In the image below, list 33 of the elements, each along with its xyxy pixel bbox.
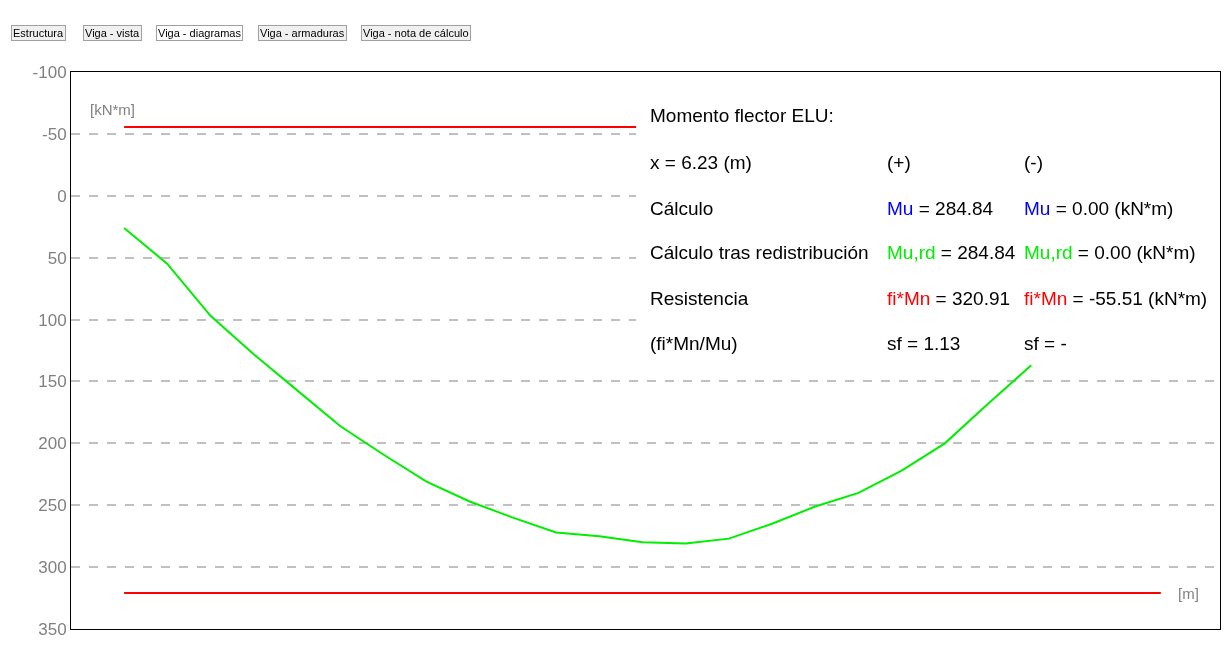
x-axis-title: [m] — [1178, 585, 1199, 602]
annotation: sf = 1.13 — [887, 333, 961, 354]
text: Viga - vista — [85, 27, 141, 39]
y-tick-label: 0 — [57, 186, 67, 206]
annotation: Cálculo — [650, 198, 714, 219]
text: Viga - nota de cálculo — [363, 27, 469, 39]
y-tick-label: 100 — [38, 310, 67, 330]
annotation: Mu,rd = 284.84 — [887, 242, 1016, 263]
annotation: fi*Mn = -55.51 (kN*m) — [1024, 288, 1208, 309]
annotation: Resistencia — [650, 288, 749, 309]
y-tick-label: 250 — [38, 496, 67, 516]
annotation: x = 6.23 (m) — [650, 152, 752, 173]
y-tick-label: 50 — [47, 248, 67, 268]
annotation: Mu,rd = 0.00 (kN*m) — [1024, 242, 1196, 263]
y-tick-label: -100 — [32, 62, 67, 82]
annotation: (+) — [887, 152, 911, 173]
annotation: Momento flector ELU: — [650, 105, 834, 126]
annotation: Cálculo tras redistribución — [650, 242, 869, 263]
y-tick-label: 350 — [38, 619, 67, 639]
y-tick-label: 150 — [38, 372, 67, 392]
annotation: Mu = 284.84 — [887, 198, 994, 219]
annotation: sf = - — [1024, 333, 1067, 354]
y-tick-label: 300 — [38, 558, 67, 578]
annotation: fi*Mn = 320.91 — [887, 288, 1011, 309]
text: Viga - diagramas — [158, 27, 242, 39]
annotation: Mu = 0.00 (kN*m) — [1024, 198, 1174, 219]
y-tick-label: 200 — [38, 434, 67, 454]
text: Estructura — [13, 27, 65, 39]
y-axis-title: [kN*m] — [90, 101, 135, 118]
annotation: (fi*Mn/Mu) — [650, 333, 738, 354]
y-tick-label: -50 — [42, 124, 67, 144]
annotation: (-) — [1024, 152, 1043, 173]
text: Viga - armaduras — [260, 27, 345, 39]
